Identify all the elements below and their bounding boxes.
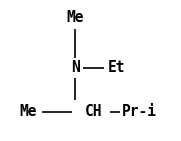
Text: N: N xyxy=(71,60,79,75)
Text: Et: Et xyxy=(108,60,125,75)
Text: CH: CH xyxy=(85,104,103,120)
Text: Me: Me xyxy=(66,10,84,26)
Text: Me: Me xyxy=(19,104,37,120)
Text: Pr-i: Pr-i xyxy=(122,104,157,120)
